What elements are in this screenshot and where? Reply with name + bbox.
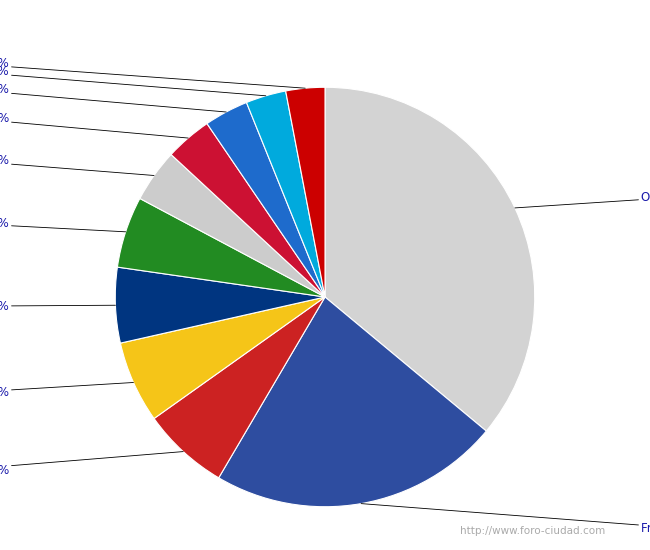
Text: Dinamarca 3.0%: Dinamarca 3.0% bbox=[0, 57, 306, 88]
Text: http://www.foro-ciudad.com: http://www.foro-ciudad.com bbox=[460, 526, 606, 536]
Wedge shape bbox=[218, 297, 486, 507]
Text: EEUU 3.6%: EEUU 3.6% bbox=[0, 112, 188, 138]
Text: Países Bajos 5.8%: Países Bajos 5.8% bbox=[0, 300, 116, 313]
Text: Ripollet - Turistas extranjeros según país - Abril de 2024: Ripollet - Turistas extranjeros según pa… bbox=[119, 18, 531, 34]
Wedge shape bbox=[118, 199, 325, 297]
Text: Portugal 3.1%: Portugal 3.1% bbox=[0, 65, 266, 96]
Wedge shape bbox=[285, 87, 325, 297]
Wedge shape bbox=[207, 102, 325, 297]
Text: Francia 22.4%: Francia 22.4% bbox=[361, 504, 650, 535]
Wedge shape bbox=[140, 155, 325, 297]
Wedge shape bbox=[154, 297, 325, 478]
Text: Polonia 3.4%: Polonia 3.4% bbox=[0, 83, 226, 112]
Text: Turquía 4.1%: Turquía 4.1% bbox=[0, 155, 154, 175]
Text: Reino Unido 6.7%: Reino Unido 6.7% bbox=[0, 452, 183, 477]
Wedge shape bbox=[171, 124, 325, 297]
Wedge shape bbox=[246, 91, 325, 297]
Text: Otros 36.0%: Otros 36.0% bbox=[515, 191, 650, 208]
Wedge shape bbox=[115, 267, 325, 343]
Text: Italia 5.5%: Italia 5.5% bbox=[0, 217, 125, 232]
Text: Alemania 6.3%: Alemania 6.3% bbox=[0, 382, 133, 399]
Wedge shape bbox=[120, 297, 325, 419]
Wedge shape bbox=[325, 87, 535, 431]
